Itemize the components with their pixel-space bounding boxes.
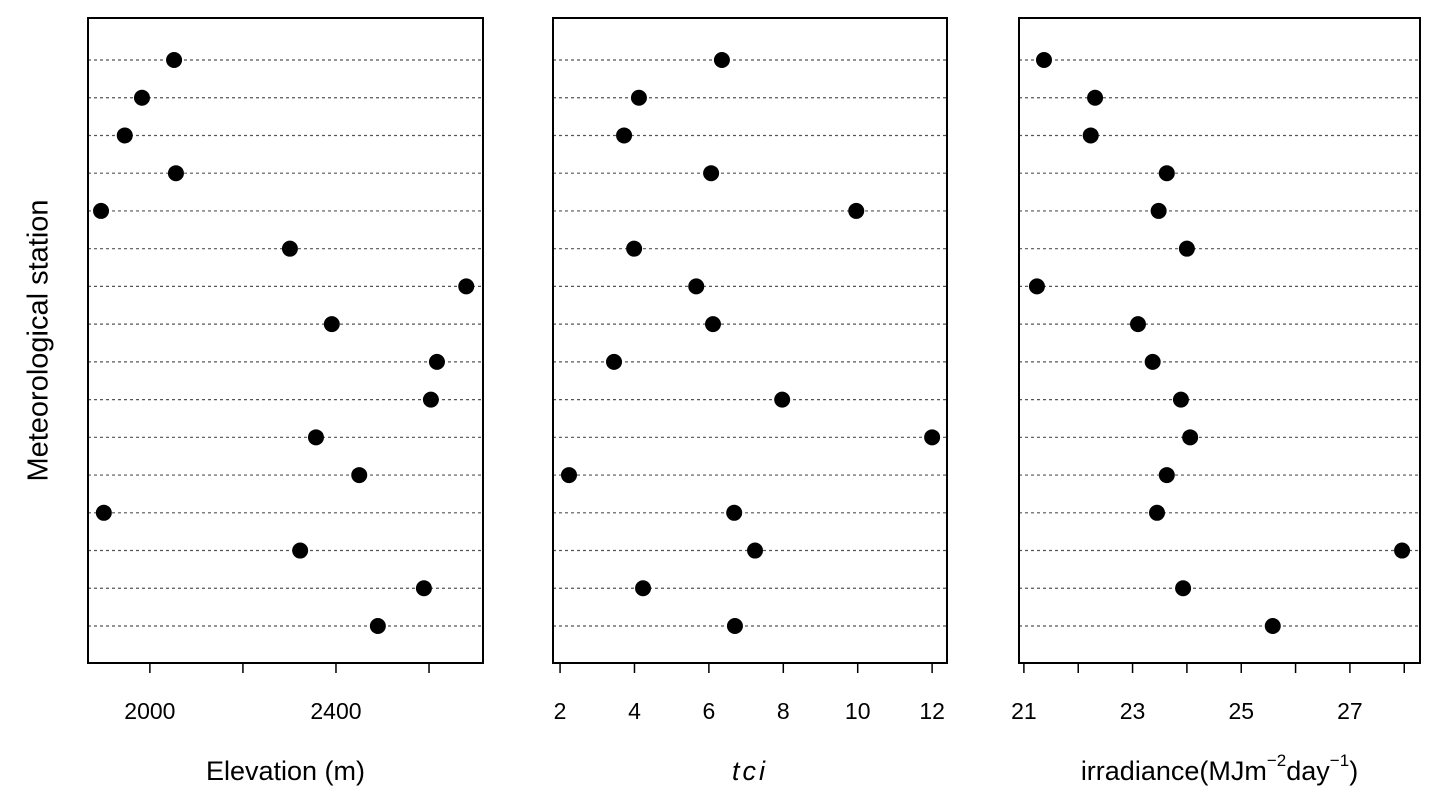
x-tick-label: 23 [1120, 698, 1146, 724]
dot [713, 52, 730, 68]
dot [323, 316, 340, 333]
dot [133, 89, 150, 106]
dot [726, 618, 743, 634]
dot [422, 391, 439, 408]
x-tick-label: 10 [845, 698, 871, 724]
dot [415, 580, 432, 597]
dot [635, 580, 652, 597]
dot [1087, 89, 1104, 106]
dot [616, 127, 633, 144]
dot [458, 278, 475, 295]
dot [606, 353, 623, 370]
x-axis-label: irradiance(MJm−2day−1) [1081, 751, 1358, 786]
dot [351, 467, 368, 484]
y-axis-label: Meteorological station [23, 199, 55, 481]
x-tick-label: 2000 [124, 698, 175, 724]
dot [703, 165, 720, 182]
dot [166, 52, 183, 68]
dot [848, 202, 865, 219]
dot [1149, 504, 1166, 521]
plot-frame [552, 17, 948, 664]
dot [726, 504, 743, 521]
x-tick-label: 27 [1337, 698, 1363, 724]
dot [1158, 467, 1175, 484]
x-tick-label: 12 [919, 698, 945, 724]
x-axis-label-part: Elevation (m) [206, 756, 365, 786]
dot [560, 467, 577, 484]
x-tick-label: 2 [554, 698, 567, 724]
dot [93, 202, 110, 219]
dot [95, 504, 112, 521]
dot [704, 316, 721, 333]
x-tick-label: 2400 [310, 698, 361, 724]
dot [774, 391, 791, 408]
x-axis-label-part: day [1286, 756, 1330, 786]
dot [116, 127, 133, 144]
dot [1158, 165, 1175, 182]
x-axis-label: Elevation (m) [206, 756, 365, 786]
dot [1264, 618, 1281, 634]
x-tick-label: 6 [702, 698, 715, 724]
dot [747, 542, 764, 559]
x-axis-label-part: ) [1349, 756, 1358, 786]
dot [1178, 240, 1195, 257]
dot [1129, 316, 1146, 333]
dot [167, 165, 184, 182]
dot [1082, 127, 1099, 144]
x-axis-label: tci [732, 756, 768, 786]
dot [1028, 278, 1045, 295]
dot [626, 240, 643, 257]
x-tick-label: 25 [1228, 698, 1254, 724]
dot [369, 618, 386, 634]
x-axis-label-part: tci [732, 756, 768, 786]
dot [630, 89, 647, 106]
dot [1175, 580, 1192, 597]
x-tick-label: 8 [777, 698, 790, 724]
x-tick-label: 21 [1011, 698, 1037, 724]
dot [1150, 202, 1167, 219]
dot [281, 240, 298, 257]
dot [428, 353, 445, 370]
dot [924, 429, 941, 446]
dot [307, 429, 324, 446]
dot [688, 278, 705, 295]
x-tick-label: 4 [628, 698, 641, 724]
plot-frame [1018, 17, 1421, 664]
x-axis-label-part: irradiance(MJm [1081, 756, 1267, 786]
dot [1172, 391, 1189, 408]
dot [1182, 429, 1199, 446]
dot [1035, 52, 1052, 68]
x-axis-label-part: −1 [1330, 751, 1349, 770]
dot [1144, 353, 1161, 370]
x-axis-label-part: −2 [1267, 751, 1286, 770]
dot [1394, 542, 1411, 559]
dot [292, 542, 309, 559]
plot-frame [87, 17, 484, 664]
